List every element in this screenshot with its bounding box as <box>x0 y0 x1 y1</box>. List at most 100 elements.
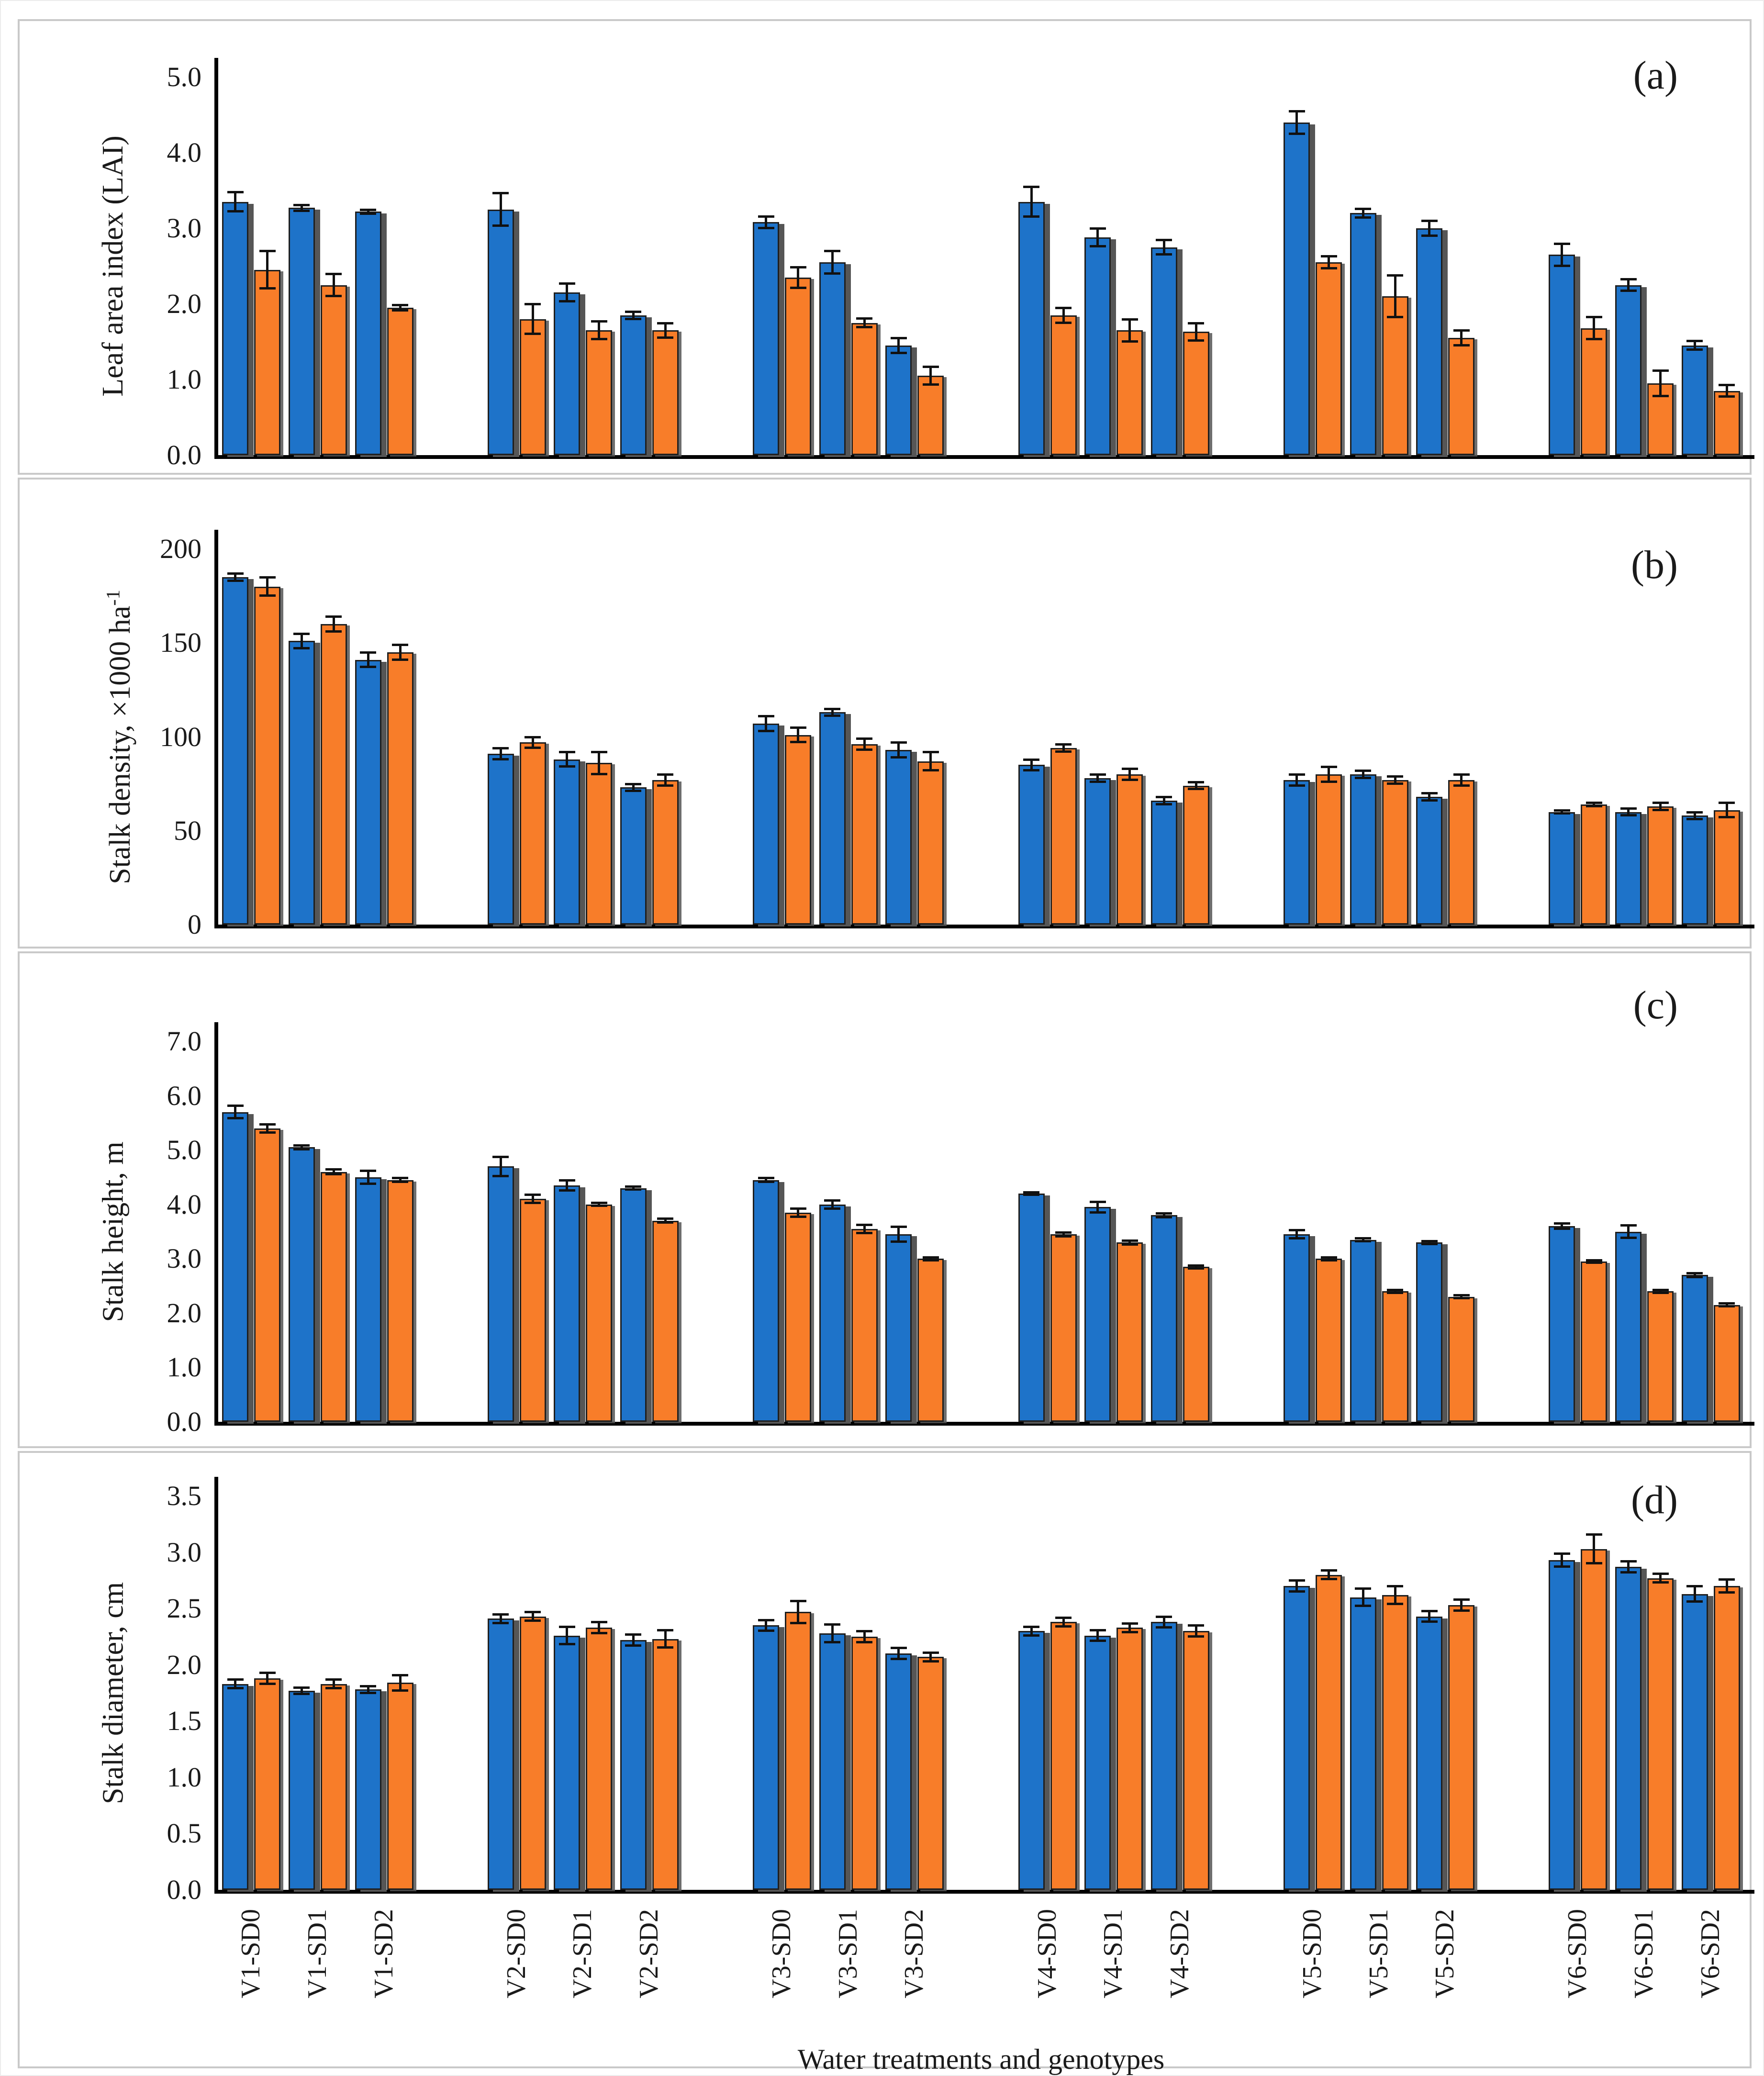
error-bar-cap-top <box>325 1678 342 1681</box>
error-bar-cap-bottom <box>325 1173 342 1176</box>
error-bar-cap-top <box>1686 340 1703 343</box>
bar-orange-V3-SD0 <box>785 735 812 925</box>
error-bar-cap-top <box>1387 775 1404 778</box>
error-bar-cap-bottom <box>1156 1216 1172 1218</box>
bar-blue-V5-SD2 <box>1416 1242 1443 1422</box>
x-tick-label-V2-SD1: V2-SD1 <box>568 1909 598 1998</box>
error-bar-cap-top <box>558 282 575 285</box>
x-tick-label-V1-SD0: V1-SD0 <box>236 1909 266 1998</box>
bar-orange-V1-SD2 <box>387 1180 413 1422</box>
bar-blue-V2-SD1 <box>554 1635 581 1890</box>
panel-letter: (a) <box>1633 53 1678 98</box>
bar-blue-V5-SD2 <box>1416 1616 1443 1890</box>
bar-blue-V3-SD1 <box>819 1204 846 1422</box>
error-bar-cap-top <box>1055 1231 1072 1234</box>
error-bar-cap-top <box>625 782 642 785</box>
error-bar-cap-top <box>1055 306 1072 309</box>
error-bar-cap-top <box>1553 242 1570 245</box>
error-bar-cap-bottom <box>657 1646 674 1649</box>
error-bar-cap-bottom <box>392 1181 409 1183</box>
error-bar <box>367 652 369 668</box>
error-bar-cap-top <box>259 1672 276 1674</box>
error-bar-cap-top <box>1585 1259 1602 1261</box>
error-bar <box>266 1673 269 1684</box>
error-bar-cap-top <box>1387 1289 1404 1292</box>
error-bar <box>1627 1225 1630 1239</box>
error-bar-cap-bottom <box>1288 1237 1305 1240</box>
error-bar-cap-top <box>1156 796 1172 799</box>
error-bar <box>1128 769 1131 780</box>
error-bar-cap-top <box>1288 110 1305 113</box>
bar-blue-V4-SD2 <box>1150 800 1177 925</box>
error-bar-cap-top <box>392 1674 409 1676</box>
bar-blue-V3-SD1 <box>819 1633 846 1890</box>
error-bar-cap-bottom <box>1620 290 1637 292</box>
error-bar <box>1561 1553 1563 1567</box>
error-bar <box>300 633 303 649</box>
error-bar-cap-bottom <box>1553 1565 1570 1568</box>
error-bar-cap-top <box>227 572 244 575</box>
bar-blue-V1-SD2 <box>355 212 381 455</box>
error-bar-cap-top <box>1288 773 1305 776</box>
bar-blue-V5-SD0 <box>1284 1586 1310 1890</box>
error-bar <box>1627 1561 1630 1573</box>
chart-panel-a: Leaf area index (LAI) 5.0 4.0 3.0 2.0 1.0 0.0 (… <box>18 19 1754 475</box>
error-bar-cap-top <box>1453 329 1470 332</box>
error-bar-cap-top <box>824 1623 841 1626</box>
error-bar-cap-top <box>525 1611 541 1614</box>
error-bar <box>1195 1265 1197 1269</box>
error-bar-cap-top <box>325 1168 342 1171</box>
error-bar <box>598 321 601 340</box>
x-tick-label-V1-SD2: V1-SD2 <box>368 1909 399 1998</box>
error-bar-cap-top <box>525 1194 541 1196</box>
bar-orange-V6-SD1 <box>1647 806 1674 925</box>
error-bar <box>566 1180 569 1191</box>
bar-orange-V4-SD1 <box>1116 774 1143 925</box>
error-bar <box>897 1227 900 1242</box>
y-axis-line <box>214 1477 218 1894</box>
error-bar-cap-top <box>1023 758 1040 761</box>
error-bar-cap-bottom <box>657 336 674 339</box>
error-bar-cap-top <box>1553 1222 1570 1225</box>
bar-orange-V2-SD1 <box>586 330 613 455</box>
error-bar-cap-top <box>1355 1237 1372 1240</box>
bar-blue-V6-SD0 <box>1549 255 1575 455</box>
error-bar-cap-bottom <box>227 579 244 582</box>
error-bar-cap-bottom <box>1421 234 1438 237</box>
bar-orange-V2-SD1 <box>586 763 613 925</box>
error-bar <box>499 1614 502 1623</box>
error-bar <box>1593 1260 1596 1263</box>
bar-orange-V3-SD0 <box>785 1212 812 1422</box>
bar-orange-V2-SD2 <box>652 330 679 455</box>
error-bar-cap-top <box>1387 1585 1404 1588</box>
bar-orange-V4-SD1 <box>1116 330 1143 455</box>
bar-blue-V3-SD2 <box>885 345 912 455</box>
error-bar-cap-bottom <box>591 1205 607 1207</box>
error-bar <box>664 1218 667 1223</box>
bar-orange-V2-SD1 <box>586 1204 613 1422</box>
error-bar-cap-top <box>824 250 841 253</box>
error-bar-cap-bottom <box>922 1259 939 1261</box>
error-bar-cap-top <box>591 1202 607 1205</box>
error-bar <box>797 1600 800 1623</box>
error-bar-cap-top <box>758 1177 774 1180</box>
y-axis-title-text: Stalk height, m <box>97 1141 129 1322</box>
error-bar-cap-top <box>525 736 541 738</box>
bar-orange-V2-SD0 <box>519 1616 546 1890</box>
error-bar <box>531 737 534 748</box>
error-bar <box>1030 1192 1033 1195</box>
error-bar <box>1162 1616 1165 1628</box>
error-bar-cap-bottom <box>1553 265 1570 267</box>
error-bar-cap-bottom <box>1089 245 1106 247</box>
error-bar-cap-top <box>1686 1272 1703 1274</box>
bar-orange-V3-SD1 <box>851 323 878 455</box>
bar-blue-V1-SD1 <box>288 1147 315 1422</box>
error-bar-cap-top <box>591 1621 607 1624</box>
error-bar-cap-bottom <box>558 1189 575 1192</box>
y-axis-line <box>214 530 218 928</box>
error-bar-cap-top <box>525 303 541 305</box>
bar-blue-V6-SD2 <box>1681 1594 1708 1890</box>
error-bar-cap-bottom <box>1089 780 1106 783</box>
bar-blue-V6-SD1 <box>1615 285 1642 455</box>
bar-orange-V5-SD2 <box>1448 1605 1475 1890</box>
